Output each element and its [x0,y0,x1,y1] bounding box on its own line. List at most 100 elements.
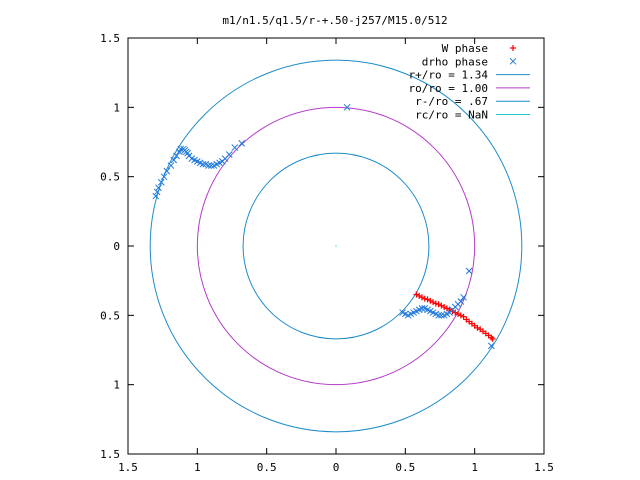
data-point-d2 [487,342,495,350]
x-tick-label: 1.5 [534,461,554,474]
data-point [488,334,495,341]
data-point [455,310,462,317]
circle-radius-1 [196,106,476,386]
data-point [438,311,445,319]
data-point [435,311,442,319]
circle-radius-0-67 [242,152,430,340]
data-point-d2 [184,149,191,157]
y-tick-label: 0.5 [100,171,120,184]
data-point [474,324,481,331]
legend-marker-swatch [509,57,517,65]
data-point [489,335,496,342]
data-point [157,178,165,186]
y-tick-label: 0 [113,240,120,253]
origin-point [335,245,337,247]
data-point [418,294,425,301]
data-point-d2 [193,158,201,165]
data-point-d2 [157,178,165,186]
data-point-d2 [191,156,198,164]
data-point [441,304,448,311]
data-point [438,302,445,309]
x-tick-label: 0.5 [395,461,415,474]
legend-marker-swatch-d2 [509,57,517,65]
data-point [177,145,185,153]
data-point-d2 [343,103,351,111]
data-point [160,173,168,181]
data-point [170,156,178,164]
data-point [231,144,239,151]
data-point [487,342,495,350]
data-point [205,162,212,169]
data-point-d2 [231,144,239,151]
x-tick-label: 0 [333,461,340,474]
data-point [430,299,437,306]
data-point [413,291,420,298]
data-point-d2 [421,305,429,312]
series-drho-phase [152,103,495,350]
data-point [427,297,434,304]
data-point [465,267,473,275]
data-point-d2 [160,173,168,181]
data-point-d2 [432,310,440,318]
data-point-d2 [426,307,434,315]
data-point [167,162,175,169]
data-point [173,152,180,160]
data-point-d2 [196,159,204,167]
data-point-d2 [188,155,196,162]
legend-label: r-/ro = .67 [415,95,488,108]
data-point-d2 [167,162,175,169]
data-point [225,151,233,158]
data-point-d2 [173,152,180,160]
data-point [424,296,431,303]
data-point [460,293,467,301]
data-point-d2 [457,298,465,305]
data-point [199,160,207,168]
legend-marker-swatch [510,45,516,51]
x-tick-label: 1 [471,461,478,474]
y-tick-label: 1.5 [100,32,120,45]
data-point-d2 [202,160,210,168]
data-point [153,188,161,196]
data-point [238,140,246,147]
data-point-d2 [460,293,467,301]
legend-label: rc/ro = NaN [415,109,488,122]
data-point-d2 [465,267,473,275]
data-point-d2 [207,162,215,169]
data-point-d2 [418,305,426,312]
data-point [435,301,442,308]
data-point-d2 [177,145,185,153]
chart-title: m1/n1.5/q1.5/r-+.50-j257/M15.0/512 [222,14,447,27]
y-tick-label: 0.5 [100,309,120,322]
data-point [457,298,465,305]
x-tick-label: 1 [194,461,201,474]
data-point-d2 [155,184,162,192]
data-point-d2 [435,311,442,319]
y-tick-label: 1 [113,101,120,114]
series-w-phase [413,291,496,342]
legend-label: drho phase [422,55,488,68]
y-tick-label: 1 [113,379,120,392]
data-point [421,295,428,302]
data-point [416,292,423,299]
data-point-d2 [399,309,406,316]
data-point-d2 [238,140,246,147]
circle-radius-1-34 [149,59,523,433]
data-point [155,184,162,192]
data-point-d2 [429,309,437,316]
data-point-d2 [199,160,207,168]
data-point-d2 [153,188,161,196]
data-point [432,300,439,307]
data-point [457,312,464,319]
data-point [443,305,450,312]
legend-label: r+/ro = 1.34 [409,69,489,82]
x-tick-label: 1.5 [118,461,138,474]
data-point [152,192,160,200]
data-point-d2 [225,151,233,158]
data-point [418,305,426,312]
data-point [343,103,351,111]
data-point-d2 [163,167,171,175]
y-tick-label: 1.5 [100,448,120,461]
data-point-d2 [152,192,160,200]
data-point-d2 [438,311,445,319]
